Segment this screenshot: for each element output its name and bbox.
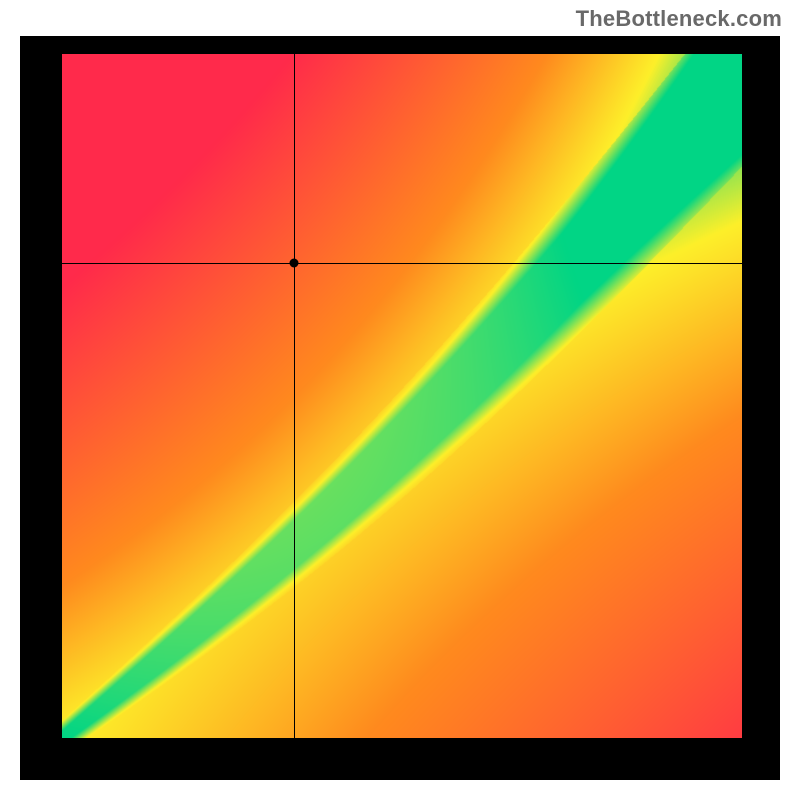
crosshair-vertical [294, 54, 295, 738]
bottleneck-heatmap [62, 54, 742, 738]
crosshair-horizontal [62, 263, 742, 264]
root: TheBottleneck.com [0, 0, 800, 800]
crosshair-marker-dot [289, 258, 298, 267]
chart-frame [20, 36, 780, 780]
watermark-text: TheBottleneck.com [576, 6, 782, 32]
